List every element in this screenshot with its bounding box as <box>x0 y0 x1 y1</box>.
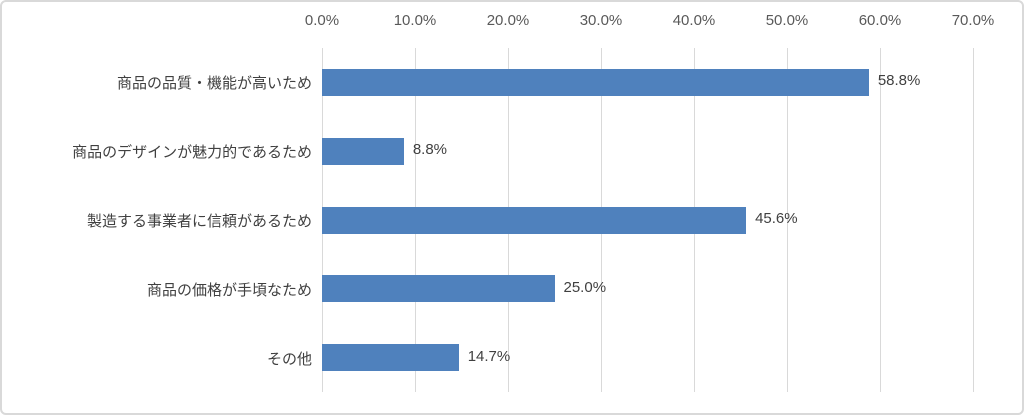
bar <box>322 137 404 165</box>
value-label: 58.8% <box>877 72 921 90</box>
x-tick-label: 10.0% <box>393 12 437 29</box>
bar <box>322 206 747 234</box>
x-tick-label: 40.0% <box>672 12 716 29</box>
category-label: 製造する事業者に信頼があるため <box>86 213 312 230</box>
gridline <box>879 48 881 392</box>
value-label: 8.8% <box>412 141 448 159</box>
gridline <box>786 48 788 392</box>
x-tick-label: 20.0% <box>486 12 530 29</box>
x-tick-label: 70.0% <box>951 12 995 29</box>
category-label: 商品のデザインが魅力的であるため <box>72 144 312 162</box>
x-tick-label: 0.0% <box>304 12 340 29</box>
category-label: 商品の価格が手頃なため <box>146 281 312 299</box>
bar <box>322 68 869 96</box>
category-label: 商品の品質・機能が高いため <box>116 75 312 93</box>
x-tick-label: 30.0% <box>579 12 623 29</box>
gridline <box>972 48 974 392</box>
x-tick-label: 50.0% <box>765 12 809 29</box>
x-tick-label: 60.0% <box>858 12 902 29</box>
value-label: 25.0% <box>563 278 607 296</box>
bar <box>322 275 555 303</box>
value-label: 14.7% <box>467 347 511 365</box>
category-label: その他 <box>266 350 312 368</box>
value-label: 45.6% <box>755 210 798 227</box>
bar <box>322 344 459 372</box>
